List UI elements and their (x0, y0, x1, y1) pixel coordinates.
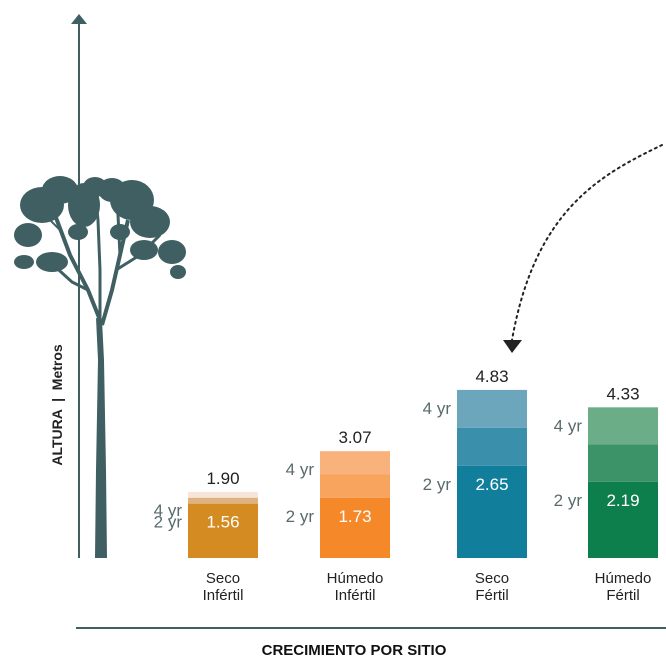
bar-segment-2yr (320, 497, 390, 558)
year-label-4yr: 4 yr (286, 460, 315, 479)
bar-segment-4yr (588, 407, 658, 445)
data-label-4yr: 4.83 (475, 367, 508, 386)
data-label-2yr: 1.56 (206, 513, 239, 532)
data-label-2yr: 1.73 (338, 507, 371, 526)
y-axis-label: ALTURA | Metros (49, 344, 65, 466)
year-label-4yr: 4 yr (554, 416, 583, 435)
data-label-4yr: 1.90 (206, 469, 239, 488)
category-label-line1: Húmedo (595, 570, 652, 587)
year-label-2yr: 2 yr (423, 475, 452, 494)
data-label-4yr: 4.33 (606, 384, 639, 403)
year-label-4yr: 4 yr (423, 399, 452, 418)
year-label-4yr: 4 yr (154, 501, 183, 520)
bar-segment-4yr (320, 451, 390, 475)
bar-segment-2yr (457, 465, 527, 558)
bar-segment-3yr (320, 474, 390, 498)
bar-segment-4yr (188, 491, 258, 498)
category-label-line1: Seco (206, 570, 240, 587)
bar-segment-3yr (588, 444, 658, 482)
tree-icon (14, 176, 186, 558)
category-label-line2: Fértil (475, 587, 508, 604)
year-label-2yr: 2 yr (286, 507, 315, 526)
bar-segment-2yr (588, 481, 658, 558)
category-label-line2: Infértil (203, 587, 244, 604)
category-label-line1: Húmedo (327, 570, 384, 587)
y-axis (71, 14, 87, 558)
year-label-2yr: 2 yr (554, 491, 583, 510)
data-label-4yr: 3.07 (338, 428, 371, 447)
category-label-line1: Seco (475, 570, 509, 587)
bar-segment-2yr (188, 503, 258, 558)
bar-segment-4yr (457, 389, 527, 428)
x-axis-label: CRECIMIENTO POR SITIO (262, 642, 447, 659)
data-label-2yr: 2.19 (606, 491, 639, 510)
bar-segment-3yr (457, 427, 527, 466)
axis-arrow-icon (71, 14, 87, 24)
curved-dotted-arrow-icon (503, 144, 663, 353)
bar-segment-3yr (188, 497, 258, 504)
category-label-line2: Infértil (335, 587, 376, 604)
year-label-2yr: 2 yr (154, 513, 183, 532)
category-label-line2: Fértil (606, 587, 639, 604)
data-label-2yr: 2.65 (475, 475, 508, 494)
